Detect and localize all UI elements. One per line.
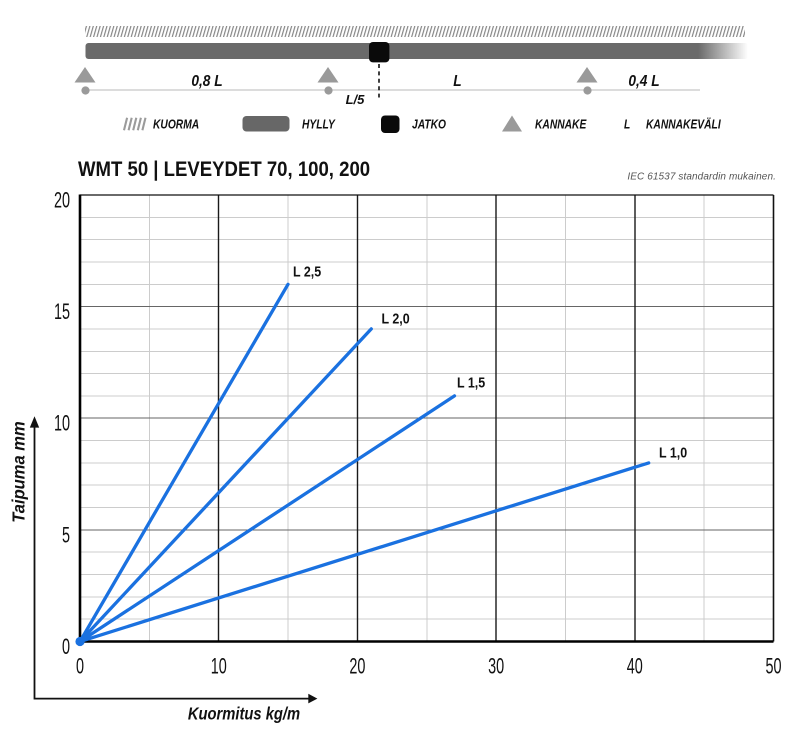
svg-text:30: 30 — [488, 653, 504, 678]
svg-text:20: 20 — [349, 653, 365, 678]
svg-text:HYLLY: HYLLY — [302, 117, 336, 131]
svg-text:JATKO: JATKO — [412, 117, 446, 131]
svg-text:0,4 L: 0,4 L — [628, 72, 659, 90]
svg-text:Kuormitus kg/m: Kuormitus kg/m — [188, 704, 300, 724]
svg-text:0: 0 — [76, 653, 84, 678]
svg-text:0: 0 — [62, 634, 70, 659]
svg-text:IEC 61537 standardin mukainen.: IEC 61537 standardin mukainen. — [627, 172, 776, 183]
svg-text:L: L — [453, 72, 461, 90]
svg-text:KANNAKE: KANNAKE — [535, 117, 587, 131]
svg-text:15: 15 — [54, 299, 70, 324]
svg-text:10: 10 — [211, 653, 227, 678]
svg-text:L 1,5: L 1,5 — [457, 374, 485, 390]
svg-text:40: 40 — [627, 653, 643, 678]
svg-text:L 1,0: L 1,0 — [659, 444, 687, 460]
svg-text:10: 10 — [54, 411, 70, 436]
svg-text:20: 20 — [54, 187, 70, 212]
svg-text:L: L — [624, 117, 630, 131]
svg-text:0,8 L: 0,8 L — [191, 72, 222, 90]
svg-text:KANNAKEVÄLI: KANNAKEVÄLI — [646, 117, 721, 131]
svg-text:L 2,5: L 2,5 — [293, 263, 321, 279]
svg-text:KUORMA: KUORMA — [153, 117, 199, 131]
svg-text:L/5: L/5 — [346, 92, 366, 107]
svg-text:50: 50 — [765, 653, 781, 678]
svg-text:5: 5 — [62, 522, 70, 547]
svg-text:Taipuma mm: Taipuma mm — [8, 421, 29, 522]
svg-text:L 2,0: L 2,0 — [382, 310, 410, 326]
svg-text:WMT 50 | LEVEYDET 70, 100, 200: WMT 50 | LEVEYDET 70, 100, 200 — [78, 158, 370, 181]
